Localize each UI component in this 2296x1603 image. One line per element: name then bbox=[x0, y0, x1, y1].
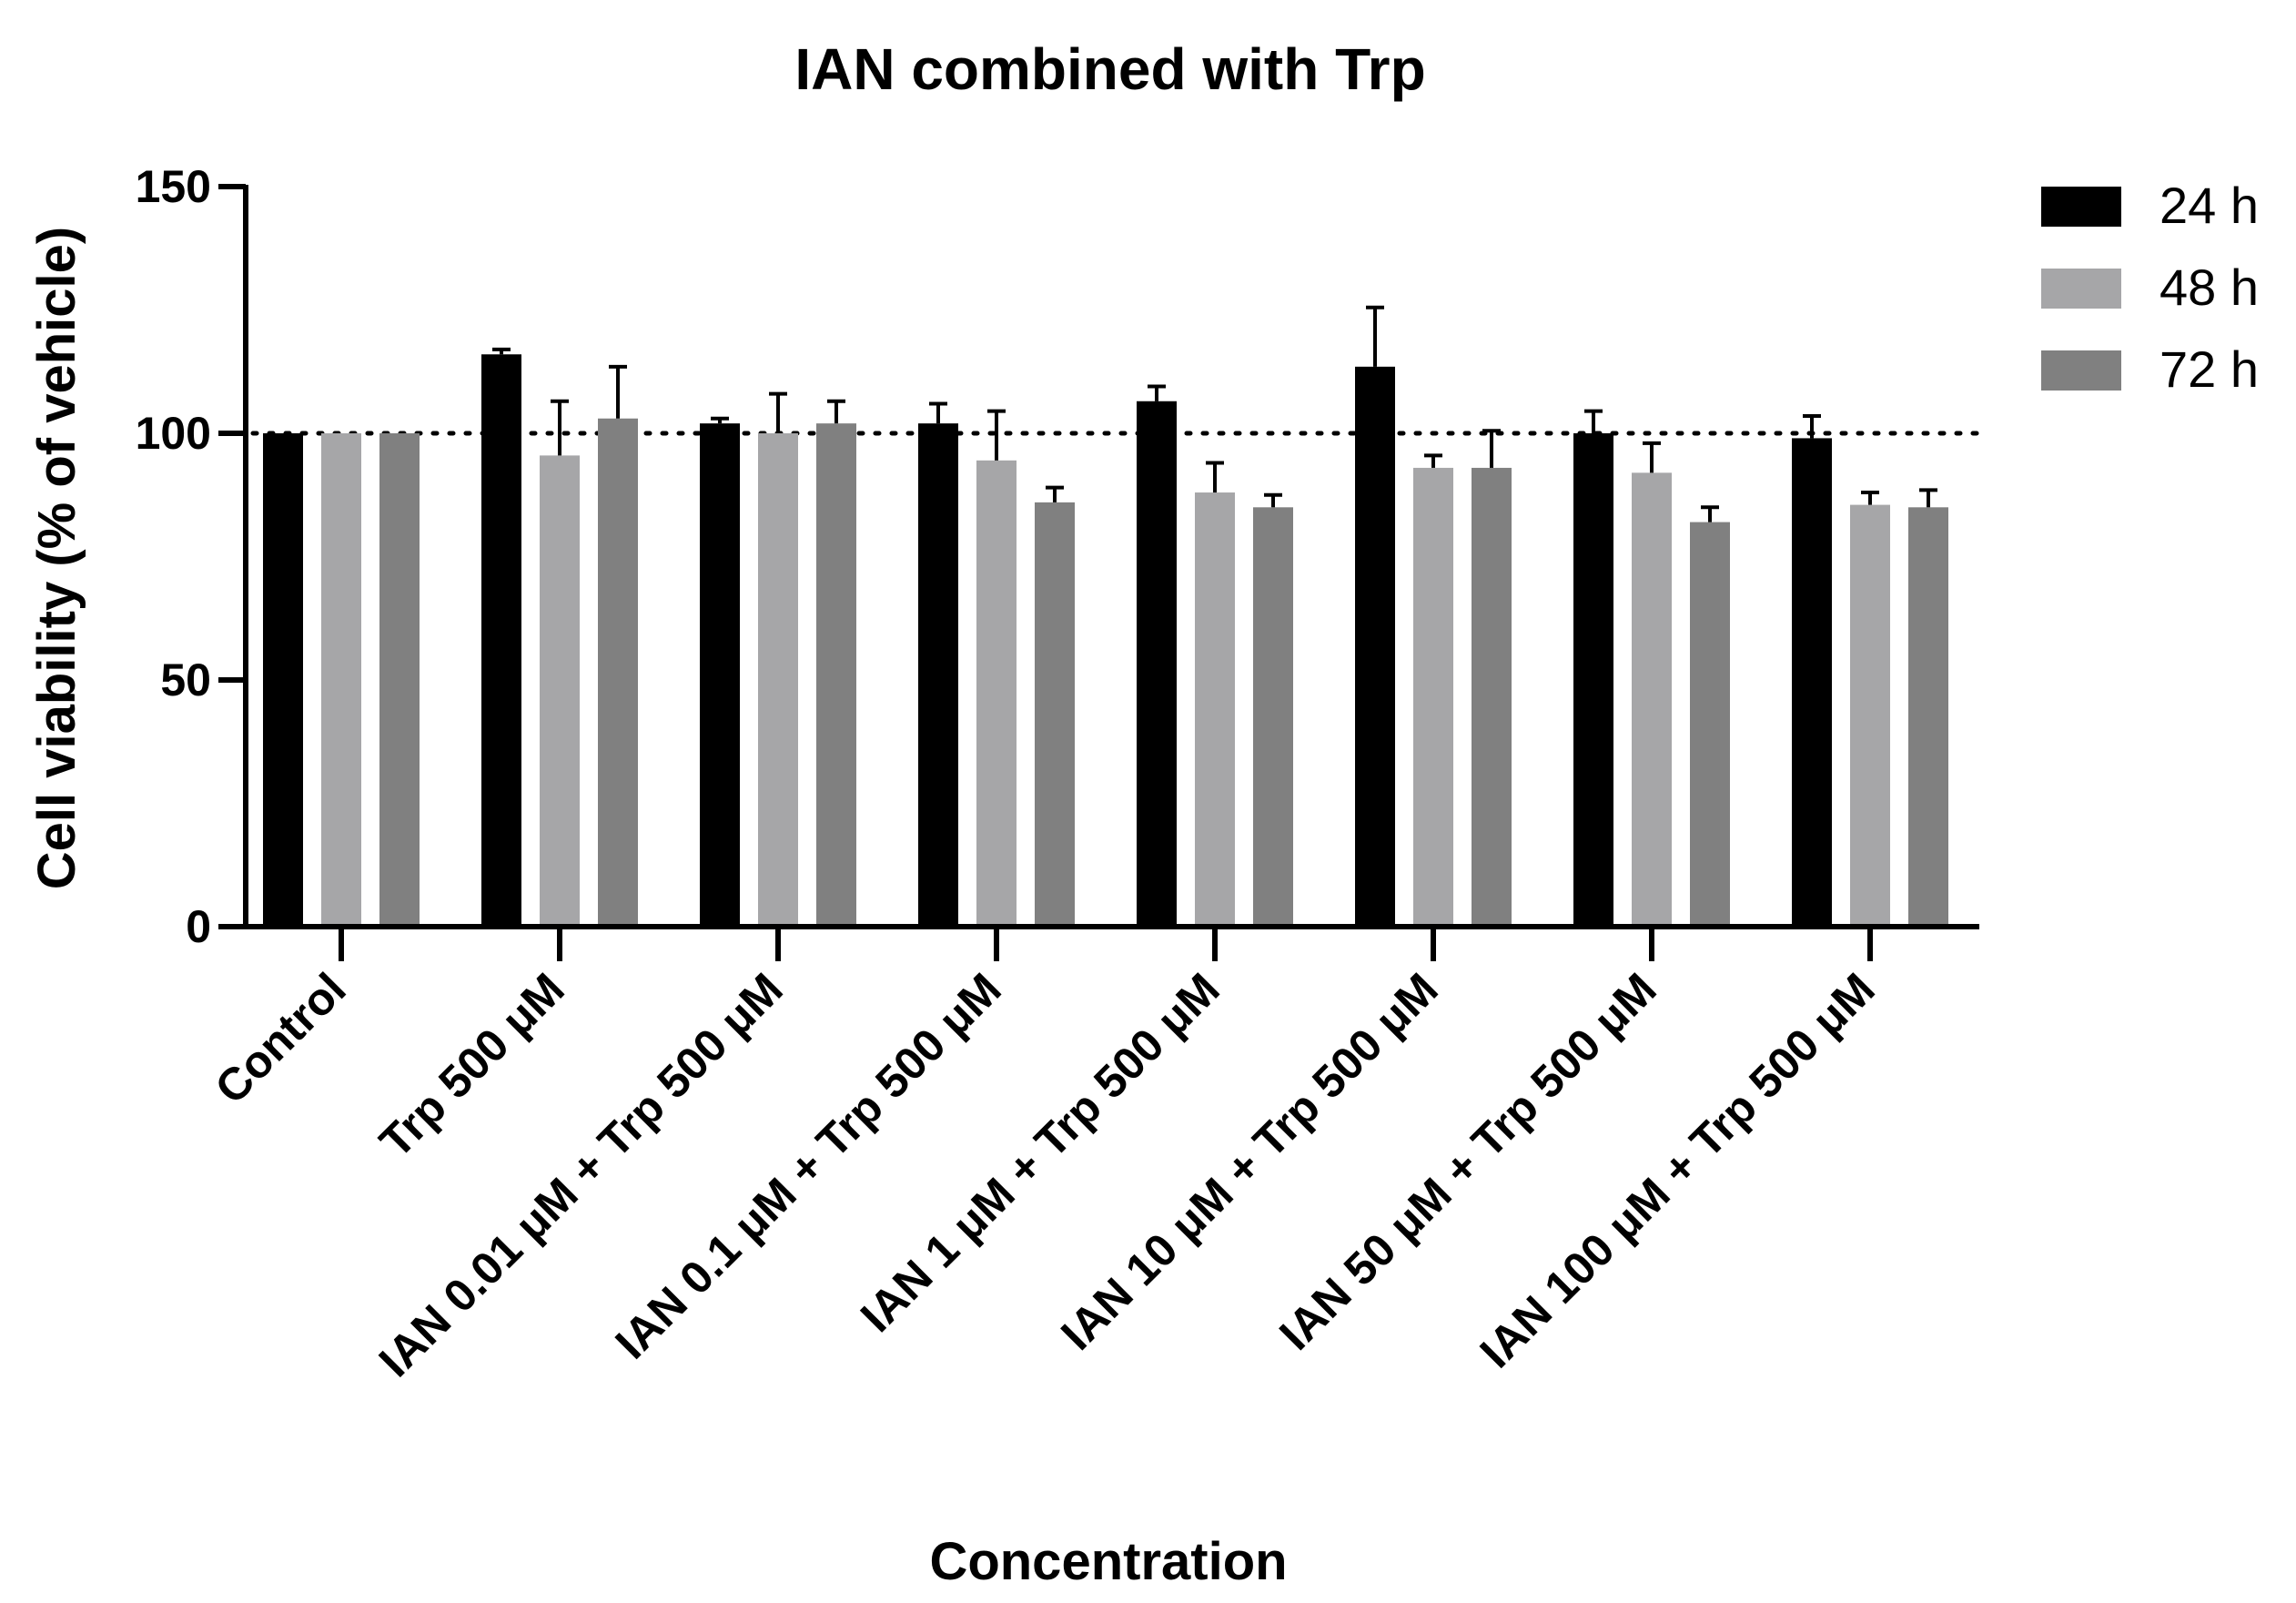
bar-72h-4 bbox=[1253, 507, 1293, 927]
y-axis-title: Cell viability (% of vehicle) bbox=[27, 227, 86, 889]
bar-72h-3 bbox=[1035, 502, 1075, 927]
x-tick-label: IAN 1 μM + Trp 500 μM bbox=[851, 963, 1229, 1342]
bar-48h-4 bbox=[1195, 492, 1235, 927]
y-tick-label: 100 bbox=[136, 408, 211, 459]
bar-48h-6 bbox=[1632, 472, 1672, 927]
y-tick-label: 50 bbox=[160, 654, 211, 705]
x-tick-label: IAN 0.1 μM + Trp 500 μM bbox=[605, 963, 1010, 1368]
x-tick-label: IAN 100 μM + Trp 500 μM bbox=[1471, 963, 1885, 1377]
x-tick-label: IAN 10 μM + Trp 500 μM bbox=[1051, 963, 1448, 1360]
x-tick-label: IAN 0.01 μM + Trp 500 μM bbox=[369, 963, 793, 1386]
legend-label: 48 h bbox=[2159, 259, 2259, 316]
bar-48h-5 bbox=[1413, 467, 1453, 927]
bar-24h-5 bbox=[1355, 366, 1395, 928]
bar-72h-2 bbox=[816, 423, 856, 927]
bar-24h-4 bbox=[1137, 401, 1177, 927]
bar-48h-3 bbox=[976, 460, 1017, 927]
bar-72h-7 bbox=[1908, 507, 1948, 927]
bar-24h-7 bbox=[1792, 438, 1832, 927]
legend-label: 24 h bbox=[2159, 177, 2259, 234]
bar-48h-7 bbox=[1850, 504, 1890, 927]
x-tick-label: IAN 50 μM + Trp 500 μM bbox=[1269, 963, 1666, 1360]
bar-72h-6 bbox=[1690, 522, 1730, 927]
bar-72h-1 bbox=[598, 418, 638, 927]
legend-swatch-72h bbox=[2041, 350, 2121, 391]
bar-48h-0 bbox=[321, 433, 361, 927]
bar-48h-2 bbox=[758, 433, 798, 927]
bar-72h-0 bbox=[379, 433, 420, 927]
x-tick-label: Control bbox=[206, 963, 356, 1113]
legend-swatch-24h bbox=[2041, 187, 2121, 227]
bar-24h-0 bbox=[263, 433, 303, 927]
bar-24h-1 bbox=[481, 354, 521, 927]
bar-48h-1 bbox=[540, 455, 580, 927]
chart-title: IAN combined with Trp bbox=[794, 36, 1425, 102]
bar-24h-2 bbox=[700, 423, 740, 927]
bar-72h-5 bbox=[1472, 467, 1512, 927]
bar-24h-6 bbox=[1573, 433, 1613, 927]
legend: 24 h 48 h 72 h bbox=[2041, 177, 2259, 398]
y-tick-label: 150 bbox=[136, 161, 211, 212]
x-tick-label: Trp 500 μM bbox=[369, 963, 573, 1167]
bar-24h-3 bbox=[918, 423, 958, 927]
legend-label: 72 h bbox=[2159, 340, 2259, 398]
y-tick-label: 0 bbox=[186, 901, 211, 952]
legend-swatch-48h bbox=[2041, 269, 2121, 309]
x-axis-title: Concentration bbox=[929, 1532, 1287, 1591]
